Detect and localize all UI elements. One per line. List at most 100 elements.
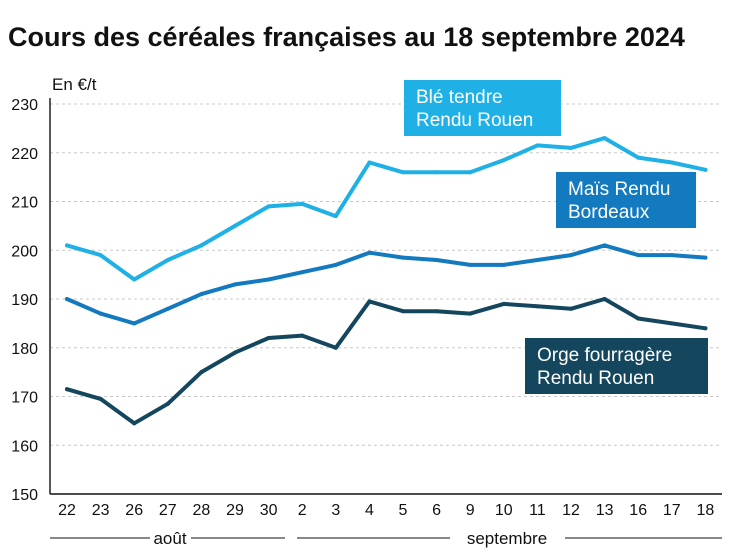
y-tick-label: 230: [11, 97, 38, 114]
data-point: [65, 243, 69, 248]
data-point: [602, 243, 607, 248]
series-label-text: Bordeaux: [568, 202, 650, 223]
x-tick-label: 11: [529, 502, 546, 519]
data-point: [703, 255, 708, 260]
x-tick-label: 5: [399, 502, 408, 519]
data-point: [669, 321, 674, 326]
data-point: [434, 170, 439, 175]
data-point: [669, 160, 674, 165]
data-point: [468, 262, 473, 267]
data-point: [98, 396, 103, 401]
data-point: [434, 258, 439, 262]
data-point: [98, 253, 103, 258]
y-tick-label: 200: [11, 243, 38, 260]
data-point: [367, 160, 372, 165]
data-point: [401, 255, 405, 260]
x-tick-label: 23: [92, 502, 110, 519]
x-tick-label: 28: [193, 502, 211, 519]
data-point: [569, 145, 573, 150]
data-point: [300, 333, 305, 338]
data-point: [266, 204, 271, 209]
series-label-text: Rendu Rouen: [537, 368, 654, 389]
x-group-label: septembre: [467, 529, 547, 548]
data-point: [132, 321, 137, 326]
data-point: [434, 309, 439, 314]
data-point: [98, 311, 103, 316]
data-point: [132, 277, 137, 282]
x-tick-label: 17: [663, 502, 681, 519]
series-label-text: Blé tendre: [416, 87, 503, 108]
data-point: [132, 421, 137, 426]
y-tick-label: 150: [11, 487, 38, 504]
x-tick-label: 29: [226, 502, 244, 519]
x-tick-label: 16: [629, 502, 647, 519]
data-point: [535, 143, 540, 148]
data-point: [401, 170, 405, 175]
grid-layer: [50, 103, 722, 446]
x-tick-label: 6: [432, 502, 441, 519]
data-point: [199, 370, 204, 375]
data-point: [602, 297, 607, 301]
data-point: [165, 306, 170, 311]
x-tick-label: 3: [331, 502, 340, 519]
data-point: [165, 401, 170, 406]
chart-title: Cours des céréales françaises au 18 sept…: [8, 22, 685, 52]
series-line-1: [65, 136, 708, 282]
x-tick-label: 2: [298, 502, 307, 519]
y-tick-label: 220: [11, 146, 38, 163]
data-point: [165, 258, 170, 262]
data-point: [501, 301, 506, 306]
x-tick-label: 27: [159, 502, 177, 519]
series-label-text: Maïs Rendu: [568, 179, 670, 200]
data-point: [300, 270, 305, 275]
series-line-2: [65, 243, 708, 326]
data-point: [703, 326, 708, 331]
x-tick-label: 18: [697, 502, 715, 519]
y-tick-label: 160: [11, 438, 38, 455]
x-group-label: août: [153, 529, 186, 548]
data-point: [569, 306, 573, 311]
data-point: [65, 297, 69, 301]
data-point: [468, 311, 473, 316]
x-tick-label: 22: [58, 502, 76, 519]
data-point: [468, 170, 473, 175]
y-tick-label: 210: [11, 195, 38, 212]
data-point: [233, 350, 237, 355]
x-tick-label: 13: [596, 502, 614, 519]
data-point: [636, 155, 641, 160]
series-label-text: Orge fourragère: [537, 345, 672, 366]
data-point: [636, 253, 641, 258]
series-label-box: [525, 338, 708, 394]
data-point: [266, 277, 271, 282]
data-point: [233, 282, 237, 287]
data-point: [669, 253, 674, 258]
data-point: [535, 258, 540, 262]
data-point: [300, 201, 305, 206]
data-point: [333, 345, 338, 350]
data-point: [367, 299, 372, 304]
series-line-3: [65, 297, 708, 426]
data-point: [636, 316, 641, 321]
data-point: [233, 223, 237, 228]
data-point: [501, 158, 506, 163]
x-tick-label: 26: [125, 502, 143, 519]
x-tick-label: 30: [260, 502, 278, 519]
data-point: [501, 262, 506, 267]
data-point: [703, 167, 708, 172]
x-tick-label: 12: [562, 502, 580, 519]
data-point: [333, 214, 338, 219]
series-label-box: [404, 80, 561, 136]
y-tick-label: 190: [11, 292, 38, 309]
data-point: [569, 253, 573, 258]
y-axis-unit-label: En €/t: [52, 75, 97, 94]
series-label-box: [556, 172, 696, 228]
series-label-text: Rendu Rouen: [416, 110, 533, 131]
x-tick-label: 4: [365, 502, 374, 519]
data-point: [367, 250, 372, 255]
y-tick-label: 180: [11, 341, 38, 358]
data-point: [199, 243, 204, 248]
y-tick-label: 170: [11, 390, 38, 407]
